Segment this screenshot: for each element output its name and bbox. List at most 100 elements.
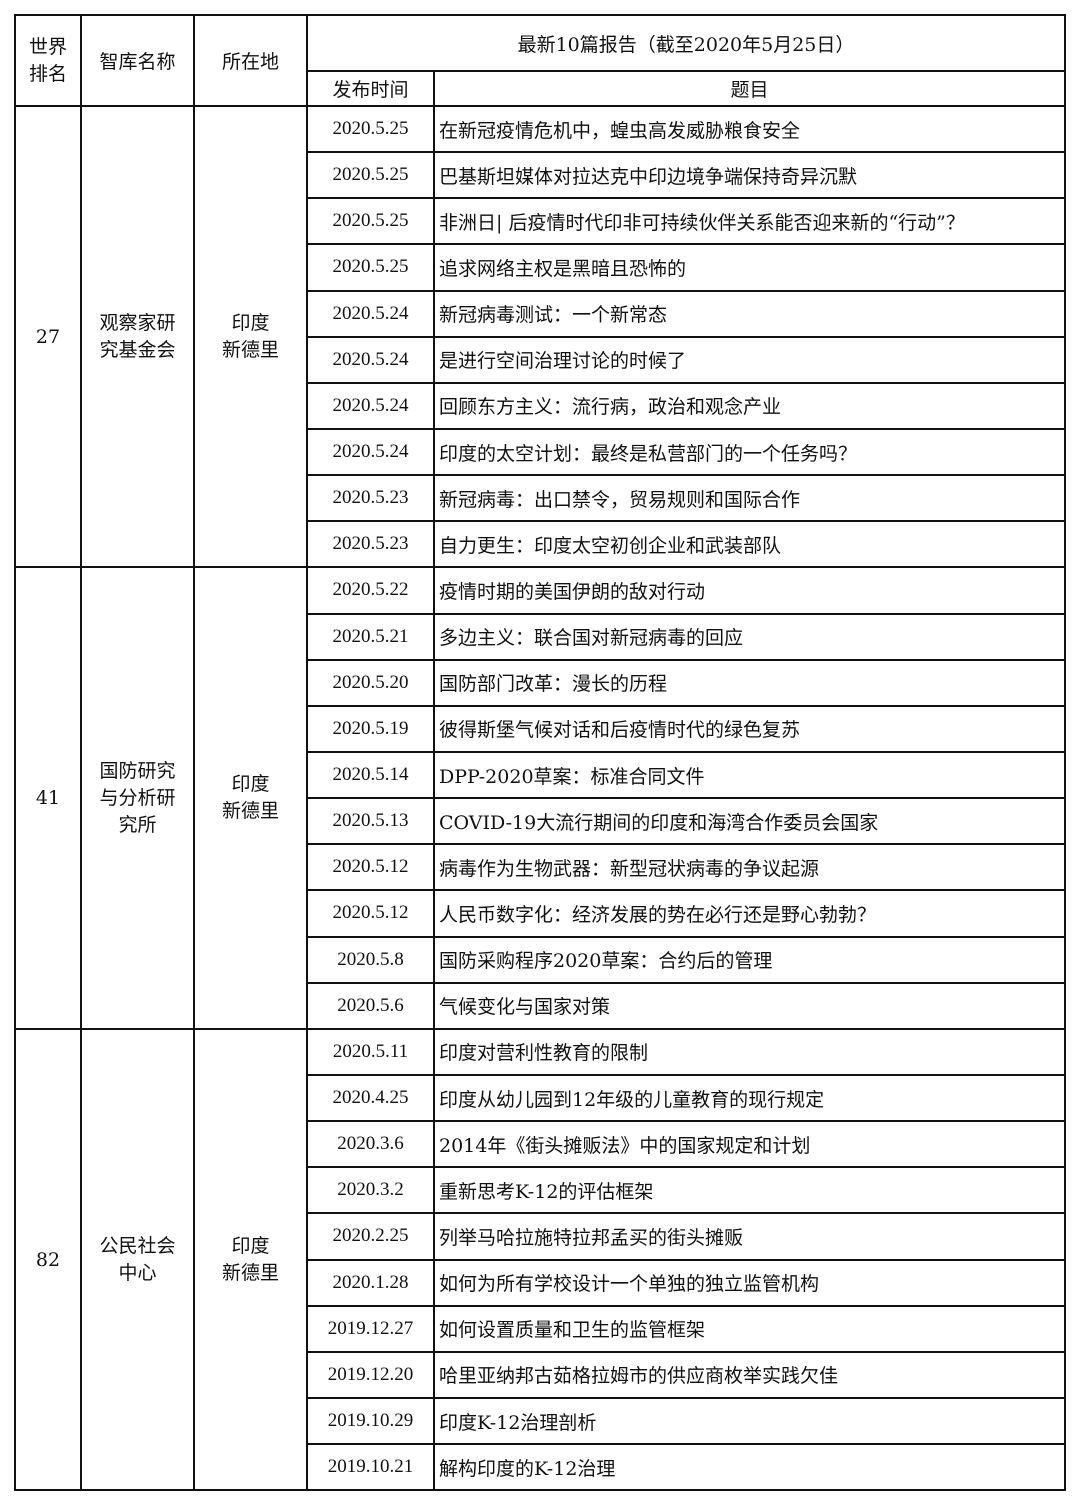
rank-cell: 41 xyxy=(14,566,82,1030)
think-tank-name-cell: 公民社会 中心 xyxy=(80,1027,195,1492)
table-row: 2020.5.13 COVID-19大流行期间的印度和海湾合作委员会国家 xyxy=(15,797,1066,846)
date-cell: 2020.5.14 xyxy=(306,750,435,800)
table-row: 2020.5.6 气候变化与国家对策 xyxy=(15,981,1066,1030)
title-cell: 如何设置质量和卫生的监管框架 xyxy=(433,1304,1066,1353)
table-row: 2019.12.27 如何设置质量和卫生的监管框架 xyxy=(15,1304,1066,1353)
date-cell: 2020.5.25 xyxy=(306,151,435,200)
table-row: 2020.5.14 DPP-2020草案：标准合同文件 xyxy=(15,750,1066,800)
table-row: 2020.5.20 国防部门改革：漫长的历程 xyxy=(15,658,1066,707)
title-cell: 印度从幼儿园到12年级的儿童教育的现行规定 xyxy=(433,1073,1066,1123)
title-cell: COVID-19大流行期间的印度和海湾合作委员会国家 xyxy=(433,797,1066,846)
date-cell: 2019.10.21 xyxy=(306,1443,435,1492)
table-row: 2020.5.12 病毒作为生物武器：新型冠状病毒的争议起源 xyxy=(15,843,1066,892)
table-row: 2020.5.25 非洲日| 后疫情时代印非可持续伙伴关系能否迎来新的“行动”？ xyxy=(15,197,1066,246)
table-row: 2019.12.20 哈里亚纳邦古茹格拉姆市的供应商枚举实践欠佳 xyxy=(15,1350,1066,1399)
date-cell: 2020.5.23 xyxy=(306,520,435,569)
table-row: 2020.5.21 多边主义：联合国对新冠病毒的回应 xyxy=(15,612,1066,661)
think-tank-name-cell: 观察家研 究基金会 xyxy=(80,104,195,569)
title-cell: 印度对营利性教育的限制 xyxy=(433,1027,1066,1076)
table-row: 2020.1.28 如何为所有学校设计一个单独的独立监管机构 xyxy=(15,1258,1066,1307)
title-cell: 是进行空间治理讨论的时候了 xyxy=(433,335,1066,384)
date-cell: 2020.2.25 xyxy=(306,1212,435,1261)
date-cell: 2020.5.21 xyxy=(306,612,435,661)
date-cell: 2020.5.24 xyxy=(306,427,435,477)
title-cell: 新冠病毒：出口禁令，贸易规则和国际合作 xyxy=(433,474,1066,523)
table-row: 27 观察家研 究基金会 印度 新德里 2020.5.25 在新冠疫情危机中，蝗虫高发威胁粮… xyxy=(14,104,1066,569)
title-cell: 追求网络主权是黑暗且恐怖的 xyxy=(433,243,1066,292)
date-cell: 2020.5.12 xyxy=(306,843,435,892)
header-rank-label: 世界排名 xyxy=(28,35,67,85)
date-cell: 2020.5.25 xyxy=(306,197,435,246)
date-cell: 2020.5.19 xyxy=(306,704,435,753)
date-cell: 2020.5.8 xyxy=(306,935,435,984)
header-name: 智库名称 xyxy=(80,14,195,107)
table-row: 2020.2.25 列举马哈拉施特拉邦孟买的街头摊贩 xyxy=(15,1212,1066,1261)
title-cell: 多边主义：联合国对新冠病毒的回应 xyxy=(433,612,1066,661)
title-cell: 国防采购程序2020草案：合约后的管理 xyxy=(433,935,1066,984)
date-cell: 2020.5.24 xyxy=(306,335,435,384)
table-row: 2020.3.2 重新思考K-12的评估框架 xyxy=(15,1166,1066,1215)
date-cell: 2020.5.6 xyxy=(306,981,435,1030)
table-row: 2020.5.24 是进行空间治理讨论的时候了 xyxy=(15,335,1066,384)
location-cell: 印度 新德里 xyxy=(193,1027,308,1492)
table-row: 2020.5.19 彼得斯堡气候对话和后疫情时代的绿色复苏 xyxy=(15,704,1066,753)
title-cell: 在新冠疫情危机中，蝗虫高发威胁粮食安全 xyxy=(433,104,1066,154)
date-cell: 2020.1.28 xyxy=(306,1258,435,1307)
title-cell: 解构印度的K-12治理 xyxy=(433,1443,1066,1492)
header-date: 发布时间 xyxy=(306,70,435,107)
date-cell: 2020.5.25 xyxy=(306,104,435,154)
title-cell: 印度的太空计划：最终是私营部门的一个任务吗？ xyxy=(433,427,1066,477)
table-row: 2020.5.23 新冠病毒：出口禁令，贸易规则和国际合作 xyxy=(15,474,1066,523)
title-cell: 印度K-12治理剖析 xyxy=(433,1396,1066,1446)
table-row: 41 国防研究 与分析研 究所 印度 新德里 2020.5.22 疫情时期的美国伊朗的敌对行动 xyxy=(14,566,1066,1030)
date-cell: 2020.3.2 xyxy=(306,1166,435,1215)
table-row: 2020.5.12 人民币数字化：经济发展的势在必行还是野心勃勃？ xyxy=(15,889,1066,938)
date-cell: 2020.5.13 xyxy=(306,797,435,846)
table-row: 2019.10.29 印度K-12治理剖析 xyxy=(15,1396,1066,1446)
title-cell: DPP-2020草案：标准合同文件 xyxy=(433,750,1066,800)
title-cell: 新冠病毒测试：一个新常态 xyxy=(433,289,1066,338)
date-cell: 2020.5.22 xyxy=(306,566,435,615)
table-row: 2020.5.24 新冠病毒测试：一个新常态 xyxy=(15,289,1066,338)
title-cell: 如何为所有学校设计一个单独的独立监管机构 xyxy=(433,1258,1066,1307)
table-row: 2020.5.25 巴基斯坦媒体对拉达克中印边境争端保持奇异沉默 xyxy=(15,151,1066,200)
title-cell: 列举马哈拉施特拉邦孟买的街头摊贩 xyxy=(433,1212,1066,1261)
date-cell: 2020.5.12 xyxy=(306,889,435,938)
think-tank-name-cell: 国防研究 与分析研 究所 xyxy=(80,566,195,1030)
date-cell: 2020.5.11 xyxy=(306,1027,435,1076)
date-cell: 2019.10.29 xyxy=(306,1396,435,1446)
title-cell: 人民币数字化：经济发展的势在必行还是野心勃勃？ xyxy=(433,889,1066,938)
title-cell: 巴基斯坦媒体对拉达克中印边境争端保持奇异沉默 xyxy=(433,151,1066,200)
header-title: 题目 xyxy=(433,70,1066,107)
table-row: 2020.3.6 2014年《街头摊贩法》中的国家规定和计划 xyxy=(15,1120,1066,1169)
title-cell: 重新思考K-12的评估框架 xyxy=(433,1166,1066,1215)
table-row: 2020.5.23 自力更生：印度太空初创企业和武装部队 xyxy=(15,520,1066,569)
header-rank: 世界排名 xyxy=(14,14,82,107)
title-cell: 国防部门改革：漫长的历程 xyxy=(433,658,1066,707)
rank-cell: 27 xyxy=(14,104,82,569)
title-cell: 疫情时期的美国伊朗的敌对行动 xyxy=(433,566,1066,615)
date-cell: 2020.5.23 xyxy=(306,474,435,523)
title-cell: 哈里亚纳邦古茹格拉姆市的供应商枚举实践欠佳 xyxy=(433,1350,1066,1399)
title-cell: 2014年《街头摊贩法》中的国家规定和计划 xyxy=(433,1120,1066,1169)
date-cell: 2019.12.20 xyxy=(306,1350,435,1399)
date-cell: 2020.4.25 xyxy=(306,1073,435,1123)
header-reports: 最新10篇报告（截至2020年5月25日） xyxy=(306,14,1066,72)
title-cell: 彼得斯堡气候对话和后疫情时代的绿色复苏 xyxy=(433,704,1066,753)
location-cell: 印度 新德里 xyxy=(193,566,308,1030)
table-row: 2020.5.25 追求网络主权是黑暗且恐怖的 xyxy=(15,243,1066,292)
table-row: 2020.5.24 印度的太空计划：最终是私营部门的一个任务吗？ xyxy=(15,427,1066,477)
title-cell: 病毒作为生物武器：新型冠状病毒的争议起源 xyxy=(433,843,1066,892)
location-cell: 印度 新德里 xyxy=(193,104,308,569)
date-cell: 2020.5.24 xyxy=(306,381,435,430)
table-row: 2020.5.24 回顾东方主义：流行病，政治和观念产业 xyxy=(15,381,1066,430)
title-cell: 气候变化与国家对策 xyxy=(433,981,1066,1030)
table-row: 2019.10.21 解构印度的K-12治理 xyxy=(15,1443,1066,1492)
rank-cell: 82 xyxy=(14,1027,82,1492)
date-cell: 2020.5.25 xyxy=(306,243,435,292)
table-body: 27 观察家研 究基金会 印度 新德里 2020.5.25 在新冠疫情危机中，蝗虫高发威胁粮… xyxy=(14,104,1066,1492)
think-tank-reports-table: 世界排名 智库名称 所在地 最新10篇报告（截至2020年5月25日） 发布时间… xyxy=(14,14,1066,1492)
title-cell: 非洲日| 后疫情时代印非可持续伙伴关系能否迎来新的“行动”？ xyxy=(433,197,1066,246)
table-row: 2020.5.8 国防采购程序2020草案：合约后的管理 xyxy=(15,935,1066,984)
title-cell: 回顾东方主义：流行病，政治和观念产业 xyxy=(433,381,1066,430)
